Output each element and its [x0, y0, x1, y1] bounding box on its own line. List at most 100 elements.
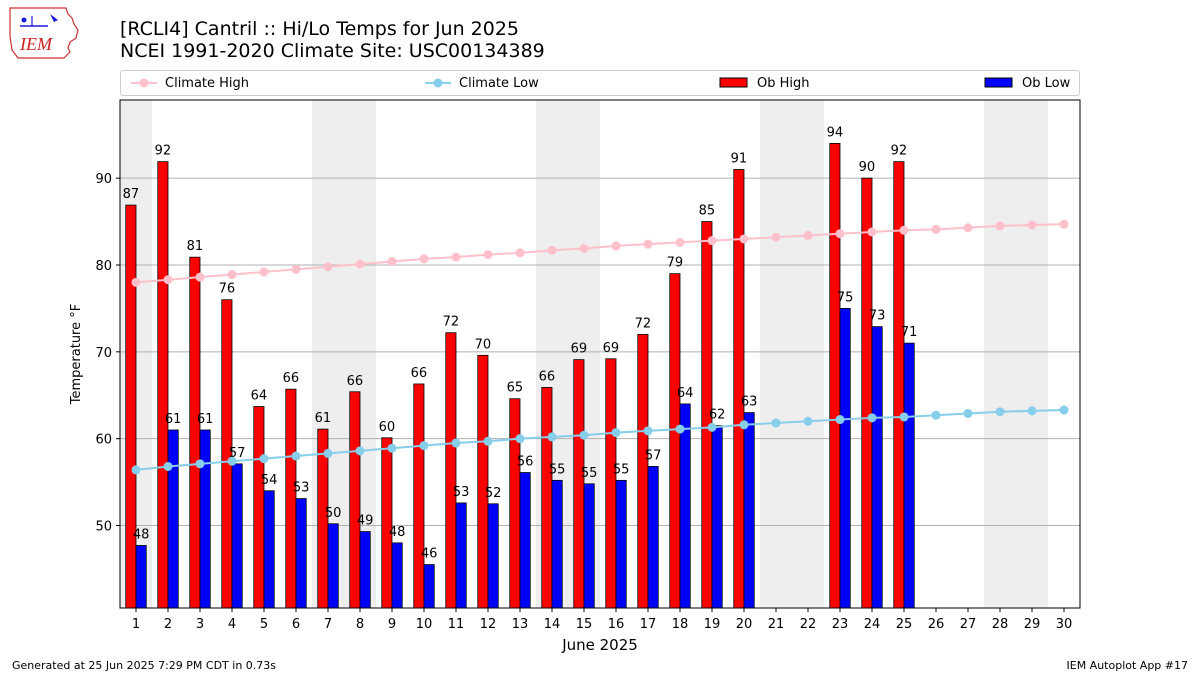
- climate-low-point: [963, 408, 973, 418]
- ob-high-bar: [349, 391, 361, 609]
- climate-low-point: [611, 428, 621, 438]
- ob-low-label: 53: [453, 485, 470, 500]
- climate-high-point: [259, 267, 269, 277]
- x-tick-label: 17: [640, 617, 657, 632]
- climate-high-point: [323, 262, 333, 272]
- ob-low-bar: [391, 542, 403, 609]
- x-tick-label: 19: [704, 617, 721, 632]
- climate-low-point: [835, 415, 845, 425]
- ob-low-bar: [839, 308, 851, 609]
- climate-high-point: [163, 275, 173, 285]
- climate-high-point: [995, 221, 1005, 231]
- climate-high-point: [611, 241, 621, 251]
- x-tick-label: 25: [896, 617, 913, 632]
- x-tick-label: 11: [448, 617, 465, 632]
- ob-high-label: 72: [443, 315, 460, 330]
- ob-low-label: 56: [517, 455, 534, 470]
- ob-low-bar: [167, 429, 179, 609]
- climate-high-point: [515, 248, 525, 258]
- legend-line-marker-icon: [131, 78, 157, 88]
- climate-high-point: [131, 277, 141, 287]
- climate-low-point: [643, 426, 653, 436]
- ob-high-bar: [637, 334, 649, 609]
- ob-high-bar: [669, 273, 681, 609]
- ob-low-label: 71: [901, 325, 918, 340]
- ob-high-label: 69: [603, 341, 620, 356]
- climate-low-point: [227, 456, 237, 466]
- climate-high-point: [771, 232, 781, 242]
- climate-high-point: [227, 270, 237, 280]
- ob-high-bar: [157, 161, 169, 609]
- x-tick-label: 24: [864, 617, 881, 632]
- x-tick-label: 2: [164, 617, 172, 632]
- ob-high-label: 69: [571, 342, 588, 357]
- climate-low-point: [803, 416, 813, 426]
- climate-high-point: [419, 254, 429, 264]
- ob-high-label: 92: [155, 144, 172, 159]
- x-tick-label: 15: [576, 617, 593, 632]
- ob-low-bar: [423, 564, 435, 609]
- ob-low-bar: [487, 503, 499, 609]
- ob-high-label: 72: [635, 316, 652, 331]
- ob-high-bar: [413, 383, 425, 609]
- ob-high-bar: [253, 406, 265, 609]
- ob-low-label: 54: [261, 473, 278, 488]
- climate-low-point: [163, 461, 173, 471]
- climate-low-point: [323, 448, 333, 458]
- ob-low-bar: [903, 342, 915, 609]
- legend-label: Climate High: [165, 75, 250, 91]
- climate-high-point: [675, 237, 685, 247]
- ob-low-bar: [743, 412, 755, 609]
- ob-low-bar: [679, 403, 691, 609]
- ob-low-label: 57: [645, 448, 662, 463]
- ob-high-bar: [189, 256, 201, 609]
- x-tick-label: 1: [132, 617, 140, 632]
- climate-low-point: [483, 436, 493, 446]
- ob-low-label: 55: [581, 466, 598, 481]
- ob-low-bar: [455, 502, 467, 609]
- ob-high-label: 65: [507, 381, 524, 396]
- legend-label: Ob Low: [1022, 75, 1071, 91]
- climate-low-line: [135, 409, 1065, 471]
- chart-title-line1: [RCLI4] Cantril :: Hi/Lo Temps for Jun 2…: [120, 18, 520, 40]
- x-tick-label: 28: [992, 617, 1009, 632]
- climate-high-point: [899, 225, 909, 235]
- x-tick-label: 14: [544, 617, 561, 632]
- ob-high-bar: [573, 359, 585, 609]
- climate-high-point: [739, 234, 749, 244]
- climate-high-point: [1027, 220, 1037, 230]
- climate-low-point: [579, 430, 589, 440]
- ob-high-label: 66: [411, 366, 428, 381]
- y-tick-label: 90: [95, 172, 112, 187]
- climate-high-point: [963, 223, 973, 233]
- climate-high-point: [931, 224, 941, 234]
- ob-high-label: 81: [187, 239, 204, 254]
- climate-low-point: [451, 438, 461, 448]
- x-tick-label: 6: [292, 617, 300, 632]
- iem-logo: IEM: [9, 7, 79, 59]
- x-tick-label: 22: [800, 617, 817, 632]
- ob-high-bar: [477, 354, 489, 609]
- climate-low-point: [739, 420, 749, 430]
- x-tick-label: 9: [388, 617, 396, 632]
- climate-low-point: [675, 424, 685, 434]
- climate-low-point: [931, 410, 941, 420]
- ob-high-label: 70: [475, 337, 492, 352]
- ob-low-label: 61: [197, 412, 214, 427]
- weekend-shading: [760, 100, 824, 608]
- legend-label: Climate Low: [459, 75, 539, 91]
- x-tick-label: 3: [196, 617, 204, 632]
- climate-low-point: [515, 434, 525, 444]
- ob-high-label: 79: [667, 256, 684, 271]
- ob-low-label: 50: [325, 506, 342, 521]
- climate-low-point: [195, 459, 205, 469]
- legend-bar-swatch-icon: [984, 77, 1013, 88]
- climate-high-line: [135, 223, 1065, 284]
- ob-high-label: 66: [347, 374, 364, 389]
- x-tick-label: 30: [1056, 617, 1073, 632]
- ob-high-label: 92: [891, 144, 908, 159]
- ob-high-label: 90: [859, 160, 876, 175]
- ob-high-label: 64: [251, 389, 268, 404]
- climate-high-point: [483, 250, 493, 260]
- climate-high-point: [643, 239, 653, 249]
